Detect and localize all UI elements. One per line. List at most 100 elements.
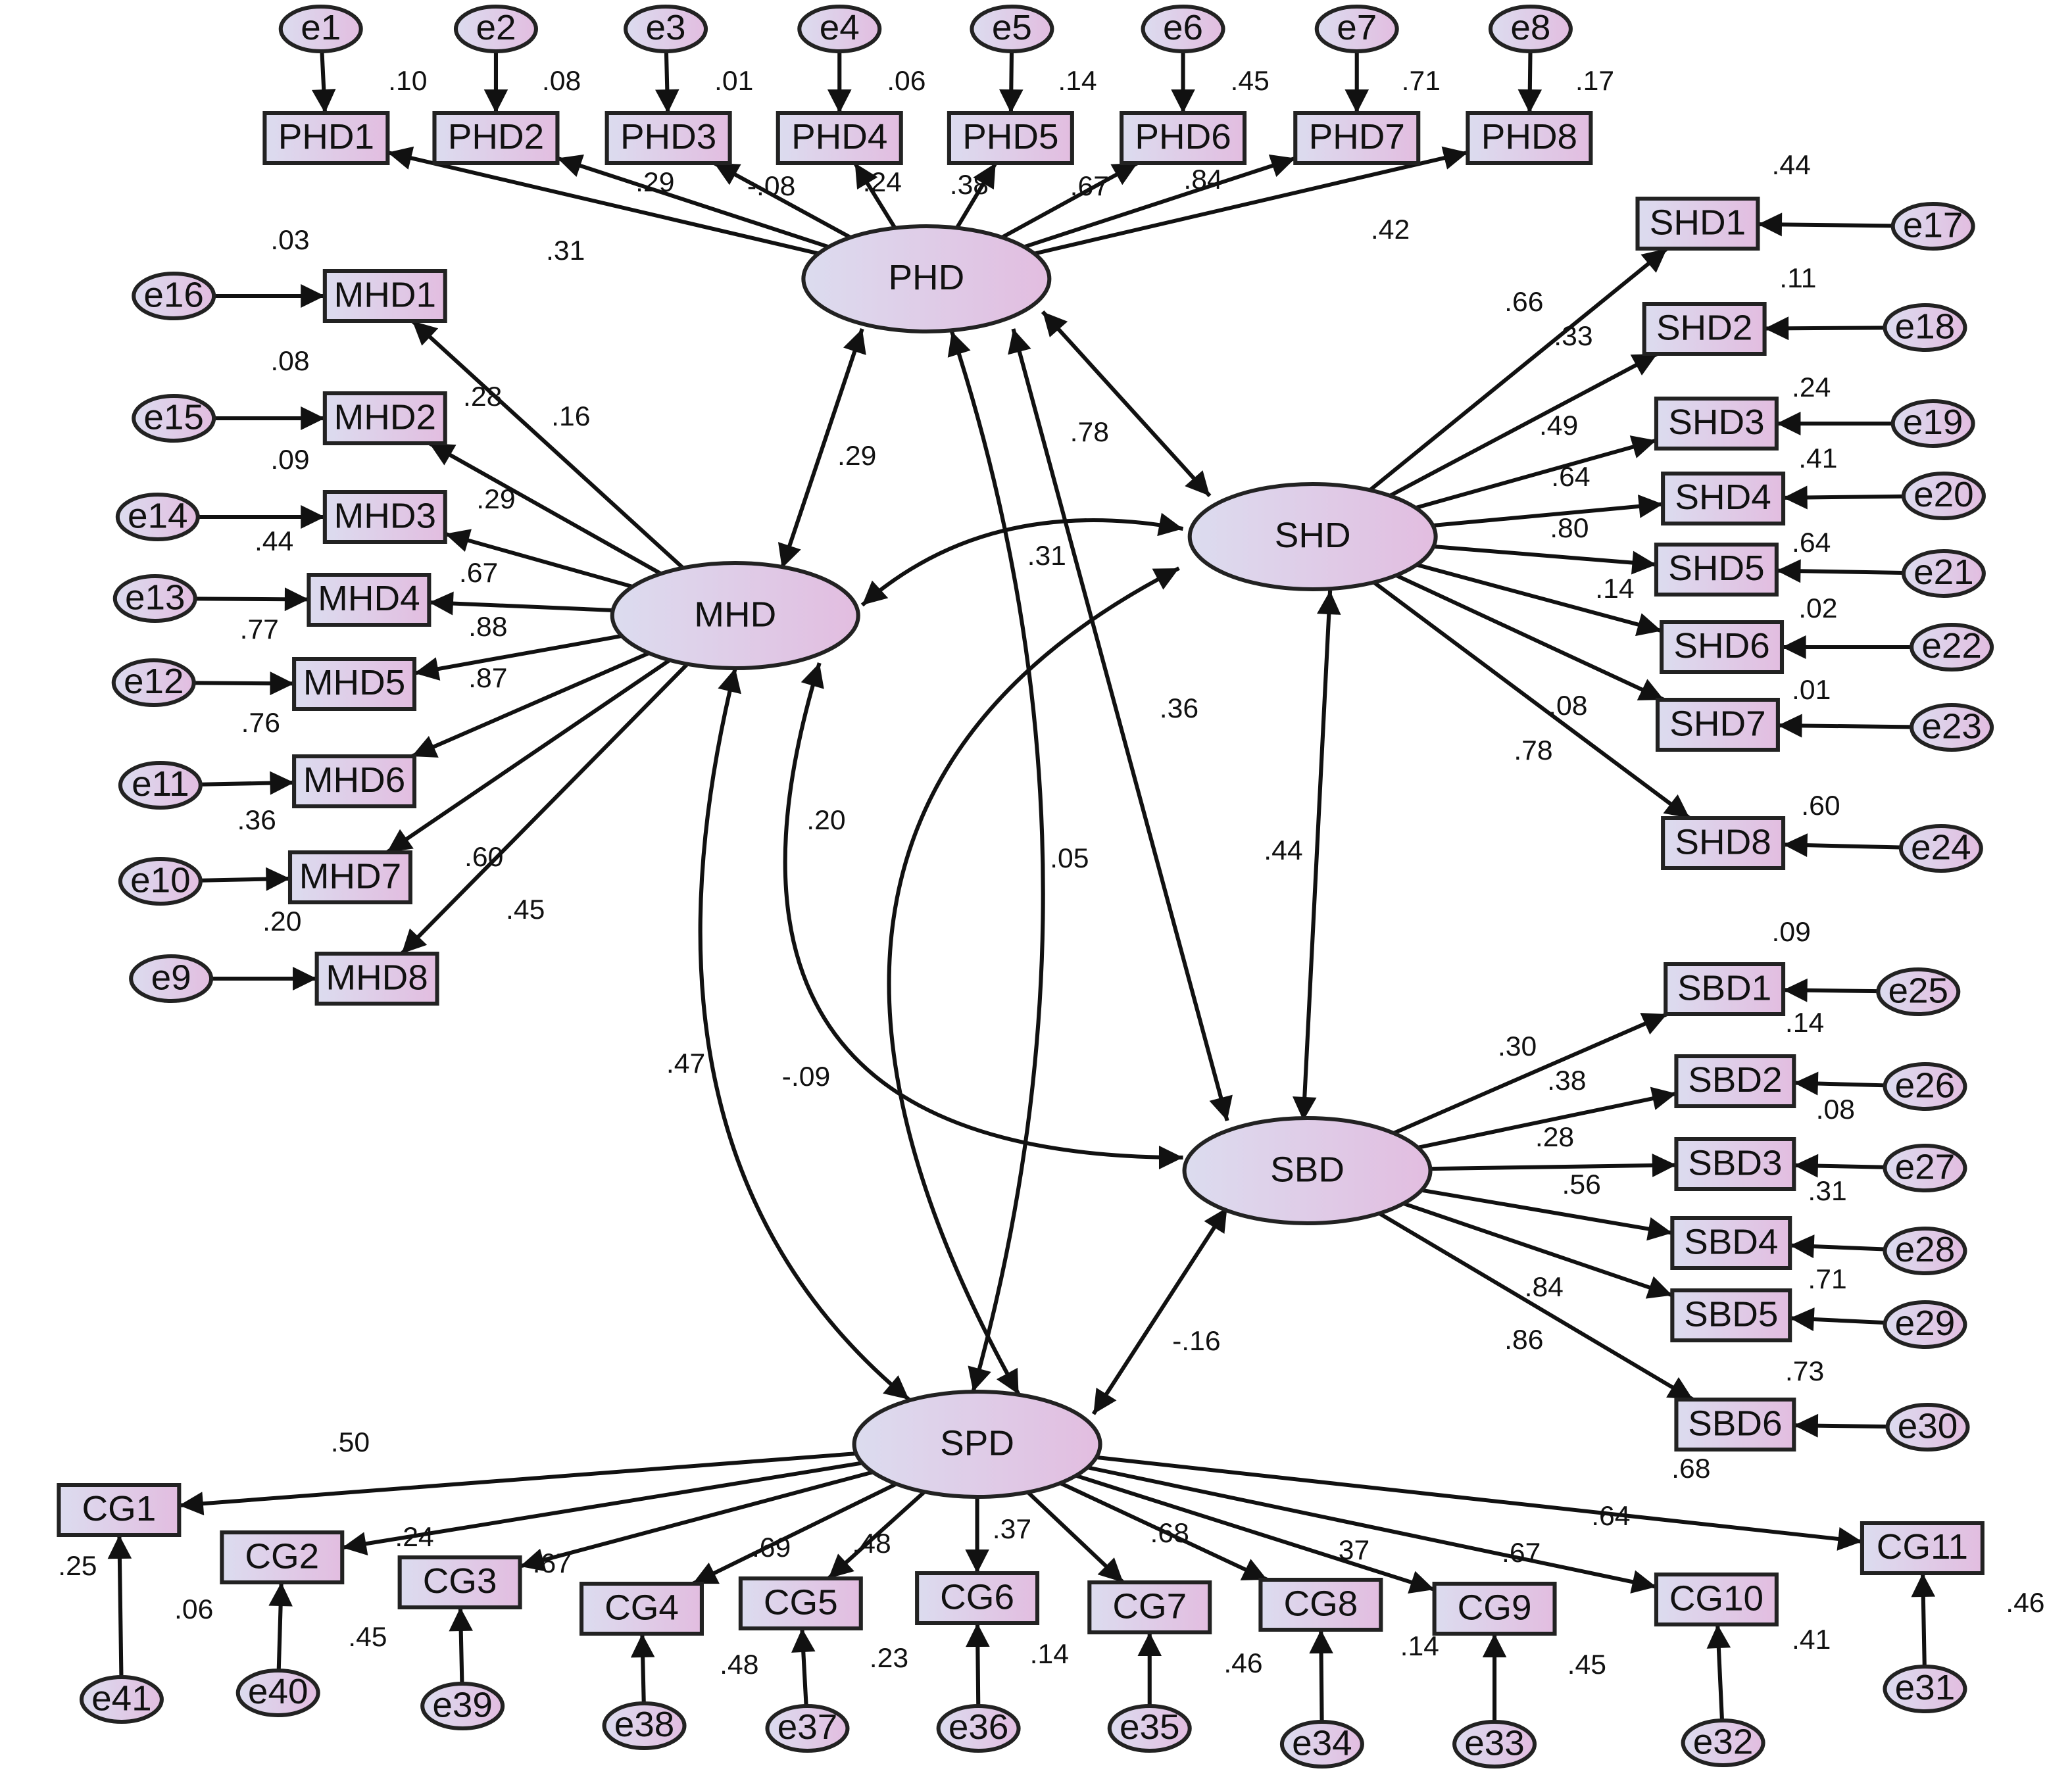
covariance-arrow-shd-spd [887, 566, 1180, 1396]
error-term-e2[interactable]: e2 [453, 5, 538, 53]
observed-variable-cg8[interactable]: CG8 [1258, 1578, 1383, 1632]
observed-variable-shd7[interactable]: SHD7 [1655, 698, 1780, 752]
observed-variable-cg7[interactable]: CG7 [1087, 1580, 1212, 1634]
error-term-e31[interactable]: e31 [1883, 1665, 1967, 1713]
observed-variable-cg4[interactable]: CG4 [579, 1582, 704, 1636]
observed-variable-shd4[interactable]: SHD4 [1661, 472, 1786, 525]
observed-variable-sbd5[interactable]: SBD5 [1670, 1288, 1792, 1342]
observed-variable-cg11[interactable]: CG11 [1860, 1521, 1985, 1575]
observed-variable-phd8[interactable]: PHD8 [1466, 111, 1593, 165]
error-term-e34[interactable]: e34 [1279, 1720, 1364, 1769]
observed-variable-phd2[interactable]: PHD2 [432, 111, 560, 165]
observed-variable-cg9[interactable]: CG9 [1432, 1582, 1557, 1636]
observed-variable-mhd7[interactable]: MHD7 [287, 850, 412, 904]
error-term-e41[interactable]: e41 [79, 1675, 164, 1724]
observed-variable-phd1[interactable]: PHD1 [262, 111, 390, 165]
error-term-ellipse [132, 394, 216, 443]
latent-variable-ellipse [610, 561, 860, 670]
error-arrow-e13 [195, 587, 309, 612]
error-term-e29[interactable]: e29 [1883, 1300, 1967, 1349]
error-term-e16[interactable]: e16 [132, 272, 216, 320]
error-term-e21[interactable]: e21 [1901, 549, 1986, 598]
observed-variable-sbd4[interactable]: SBD4 [1670, 1216, 1792, 1270]
observed-variable-sbd2[interactable]: SBD2 [1674, 1054, 1796, 1108]
error-term-e24[interactable]: e24 [1898, 824, 1983, 873]
error-term-e14[interactable]: e14 [115, 493, 200, 541]
error-term-e30[interactable]: e30 [1885, 1403, 1970, 1452]
latent-variable-phd[interactable]: PHD [801, 224, 1052, 333]
error-term-e33[interactable]: e33 [1452, 1720, 1537, 1769]
latent-variable-shd[interactable]: SHD [1187, 482, 1438, 591]
error-term-e6[interactable]: e6 [1141, 5, 1225, 53]
observed-variable-cg3[interactable]: CG3 [397, 1555, 522, 1609]
observed-variable-shd5[interactable]: SHD5 [1654, 543, 1779, 597]
error-term-e4[interactable]: e4 [797, 5, 882, 53]
error-term-e15[interactable]: e15 [132, 394, 216, 443]
error-term-e12[interactable]: e12 [111, 658, 196, 707]
observed-variable-shd8[interactable]: SHD8 [1661, 816, 1786, 870]
error-term-e8[interactable]: e8 [1488, 5, 1573, 53]
error-term-e5[interactable]: e5 [970, 5, 1054, 53]
error-term-e13[interactable]: e13 [112, 574, 197, 623]
observed-variable-sbd1[interactable]: SBD1 [1664, 962, 1786, 1016]
observed-variable-sbd6[interactable]: SBD6 [1674, 1398, 1796, 1452]
observed-variable-sbd3[interactable]: SBD3 [1674, 1137, 1796, 1191]
error-term-e40[interactable]: e40 [235, 1669, 320, 1717]
observed-variable-cg5[interactable]: CG5 [738, 1576, 863, 1630]
loading-label-shd7: .08 [1548, 690, 1587, 721]
error-term-e25[interactable]: e25 [1876, 967, 1961, 1016]
latent-variable-sbd[interactable]: SBD [1182, 1116, 1433, 1225]
error-term-e19[interactable]: e19 [1890, 399, 1975, 448]
error-term-e11[interactable]: e11 [118, 761, 203, 810]
observed-variable-cg6[interactable]: CG6 [915, 1571, 1040, 1625]
observed-variable-box [1642, 302, 1767, 356]
error-term-e22[interactable]: e22 [1910, 623, 1994, 671]
error-term-e37[interactable]: e37 [765, 1704, 850, 1753]
error-term-e20[interactable]: e20 [1901, 472, 1986, 520]
observed-variable-box [322, 490, 447, 544]
error-term-e7[interactable]: e7 [1314, 5, 1399, 53]
error-term-e32[interactable]: e32 [1681, 1719, 1765, 1767]
error-term-e35[interactable]: e35 [1107, 1704, 1192, 1753]
error-term-e9[interactable]: e9 [129, 954, 214, 1003]
loading-label-mhd3: .29 [476, 483, 515, 514]
observed-variable-phd6[interactable]: PHD6 [1120, 111, 1247, 165]
observed-variable-shd2[interactable]: SHD2 [1642, 302, 1767, 356]
observed-variable-mhd1[interactable]: MHD1 [322, 269, 447, 323]
observed-variable-mhd5[interactable]: MHD5 [292, 657, 417, 711]
observed-variable-mhd4[interactable]: MHD4 [307, 573, 432, 627]
error-term-e1[interactable]: e1 [278, 5, 363, 53]
observed-variable-mhd3[interactable]: MHD3 [322, 490, 447, 544]
observed-variable-cg10[interactable]: CG10 [1654, 1573, 1779, 1626]
error-term-e3[interactable]: e3 [624, 5, 708, 53]
observed-variable-phd7[interactable]: PHD7 [1293, 111, 1421, 165]
latent-variable-spd[interactable]: SPD [852, 1390, 1102, 1499]
observed-variable-mhd8[interactable]: MHD8 [314, 952, 439, 1006]
error-term-e17[interactable]: e17 [1890, 202, 1975, 251]
observed-variable-shd3[interactable]: SHD3 [1654, 397, 1779, 451]
error-term-e26[interactable]: e26 [1883, 1062, 1967, 1111]
error-term-e39[interactable]: e39 [420, 1682, 505, 1730]
observed-variable-mhd2[interactable]: MHD2 [322, 391, 447, 445]
observed-variable-mhd6[interactable]: MHD6 [292, 754, 417, 808]
error-term-e38[interactable]: e38 [602, 1701, 687, 1750]
observed-variable-shd1[interactable]: SHD1 [1635, 197, 1760, 251]
latent-variable-label: SHD [1275, 516, 1351, 556]
error-term-ellipse [1885, 1403, 1970, 1452]
error-term-e36[interactable]: e36 [936, 1704, 1021, 1753]
error-term-e23[interactable]: e23 [1910, 703, 1994, 752]
error-term-e28[interactable]: e28 [1883, 1227, 1967, 1275]
error-term-e27[interactable]: e27 [1883, 1144, 1967, 1192]
error-term-e10[interactable]: e10 [118, 857, 203, 906]
observed-variable-phd4[interactable]: PHD4 [776, 111, 903, 165]
observed-variable-cg1[interactable]: CG1 [57, 1483, 182, 1537]
error-term-e18[interactable]: e18 [1883, 303, 1967, 352]
observed-variable-phd5[interactable]: PHD5 [947, 111, 1074, 165]
error-term-ellipse [129, 954, 214, 1003]
observed-variable-shd6[interactable]: SHD6 [1660, 620, 1785, 674]
latent-variable-mhd[interactable]: MHD [610, 561, 860, 670]
loading-label-mhd7: .60 [464, 841, 503, 872]
observed-variable-phd3[interactable]: PHD3 [604, 111, 732, 165]
observed-variable-cg2[interactable]: CG2 [220, 1530, 345, 1584]
observed-variable-label: MHD3 [334, 496, 436, 536]
